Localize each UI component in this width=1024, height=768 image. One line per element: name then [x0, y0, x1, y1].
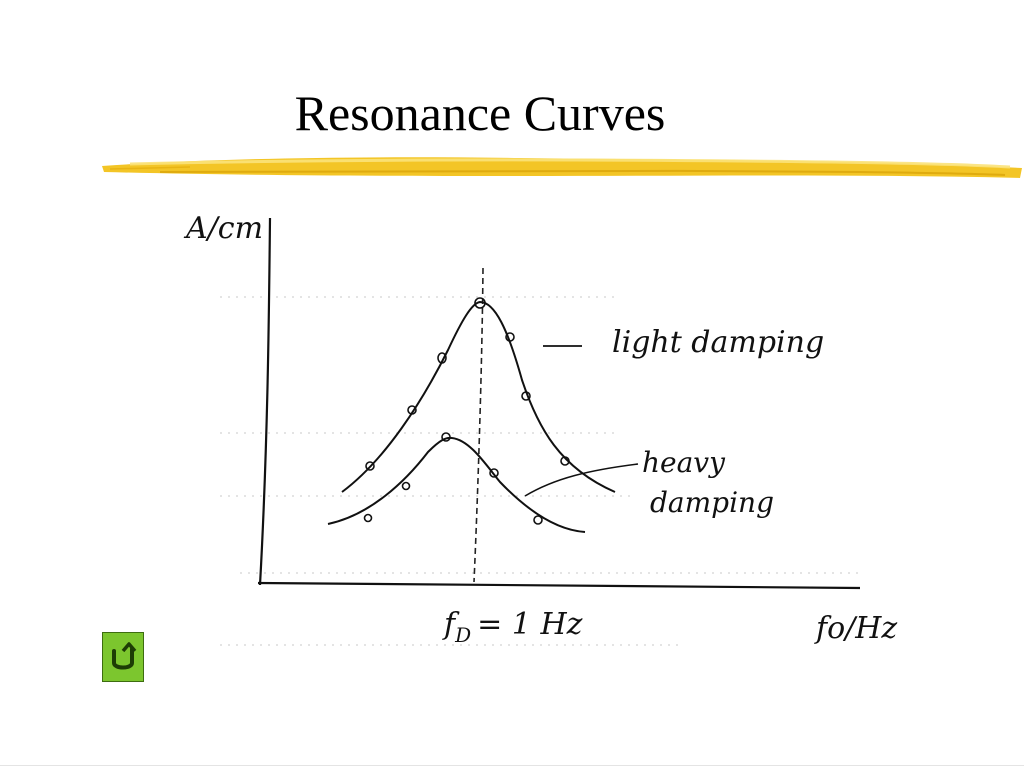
data-point [365, 461, 375, 471]
heavy-damping-points [363, 432, 543, 525]
y-axis [258, 217, 272, 586]
data-point [521, 391, 531, 401]
heavy-damping-leader [524, 463, 639, 497]
light-damping-label: light damping [612, 325, 824, 360]
data-point [533, 515, 543, 525]
light-damping-curve [341, 300, 616, 493]
data-point [560, 456, 570, 466]
footer-divider [0, 765, 1024, 766]
light-damping-points [365, 297, 570, 471]
data-point [363, 513, 373, 523]
heavy-damping-label-line1: heavy [642, 446, 726, 479]
page-title: Resonance Curves [294, 85, 666, 141]
resonance-frequency-label: fD = 1 Hz [442, 607, 583, 647]
back-button[interactable] [102, 632, 144, 682]
data-point [505, 332, 515, 342]
x-axis-label: fo/Hz [814, 611, 897, 646]
u-turn-back-icon [112, 642, 137, 670]
resonance-marker-line [473, 267, 484, 583]
data-point [401, 481, 411, 491]
data-point [474, 297, 486, 309]
y-axis-label: A/cm [183, 211, 263, 246]
resonance-sketch: A/cm light damping heavy damping fD = 1 H… [183, 211, 897, 647]
x-axis [257, 581, 861, 590]
data-point [437, 352, 447, 364]
heavy-damping-label-line2: damping [650, 486, 774, 519]
faint-grid [220, 296, 860, 646]
data-point [489, 468, 499, 478]
data-point [441, 432, 451, 442]
data-point [407, 405, 417, 415]
title-underline-brush [102, 157, 1022, 178]
heavy-damping-curve [327, 436, 586, 533]
